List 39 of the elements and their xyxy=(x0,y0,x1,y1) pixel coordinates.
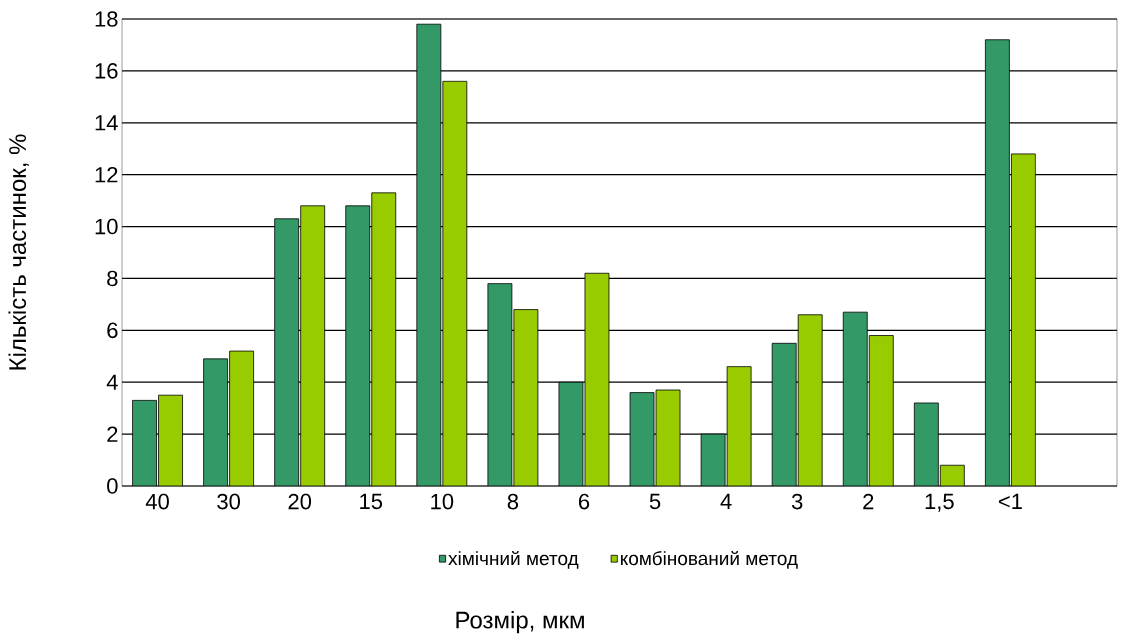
x-tick-label: 6 xyxy=(578,493,590,510)
y-tick-label: 2 xyxy=(107,426,118,442)
bar xyxy=(629,392,655,486)
x-tick-label: <1 xyxy=(998,493,1022,509)
bar xyxy=(913,402,939,486)
y-tick-label: 16 xyxy=(95,63,118,79)
x-tick-label: 3 xyxy=(791,493,803,510)
bar xyxy=(274,218,300,486)
bar xyxy=(985,39,1010,486)
bar xyxy=(132,399,157,486)
x-tick-label: 30 xyxy=(217,493,240,510)
y-axis-title: Кількість частинок, % xyxy=(8,134,29,370)
y-tick-label: 10 xyxy=(95,218,118,235)
x-tick-label: 20 xyxy=(288,493,312,510)
x-tick-label: 4 xyxy=(720,493,732,509)
bar xyxy=(203,358,229,486)
legend-label: хімічний метод xyxy=(448,550,579,569)
x-tick-label: 15 xyxy=(360,493,383,510)
bar xyxy=(558,381,584,486)
y-tick-label: 0 xyxy=(107,478,118,494)
bar xyxy=(771,342,797,486)
x-tick-label: 1,5 xyxy=(925,493,954,512)
bar xyxy=(345,205,371,486)
bar xyxy=(842,311,868,486)
y-tick-label: 14 xyxy=(95,115,118,131)
y-tick-label: 4 xyxy=(106,374,118,390)
x-tick-label: 10 xyxy=(431,493,454,510)
y-tick-label: 6 xyxy=(107,322,118,339)
x-tick-label: 5 xyxy=(649,493,661,510)
legend-label: комбінований метод xyxy=(621,550,798,569)
x-axis-title: Розмір, мкм xyxy=(456,610,584,634)
x-tick-label: 2 xyxy=(863,493,874,510)
y-tick-label: 12 xyxy=(95,166,118,183)
y-tick-label: 18 xyxy=(95,11,118,27)
y-tick-label: 8 xyxy=(107,270,118,287)
bar xyxy=(487,283,513,486)
x-tick-label: 40 xyxy=(145,493,169,510)
bar xyxy=(416,23,442,486)
x-tick-label: 8 xyxy=(507,493,519,510)
